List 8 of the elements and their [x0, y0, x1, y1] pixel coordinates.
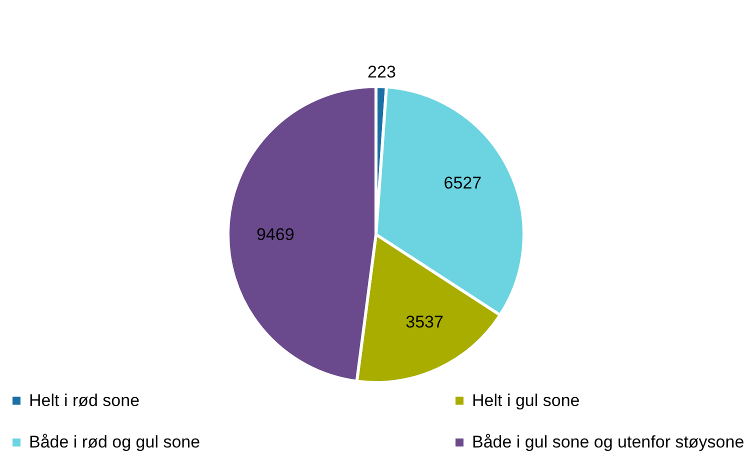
data-label: 3537	[406, 312, 444, 332]
data-label: 9469	[256, 225, 294, 244]
legend-label: Helt i gul sone	[472, 390, 580, 410]
legend-label: Helt i rød sone	[29, 390, 140, 410]
legend-label: Både i rød og gul sone	[29, 432, 200, 452]
data-label: 6527	[444, 173, 482, 192]
data-label: 223	[368, 62, 396, 82]
legend-label: Både i gul sone og utenfor støysone	[472, 432, 744, 452]
